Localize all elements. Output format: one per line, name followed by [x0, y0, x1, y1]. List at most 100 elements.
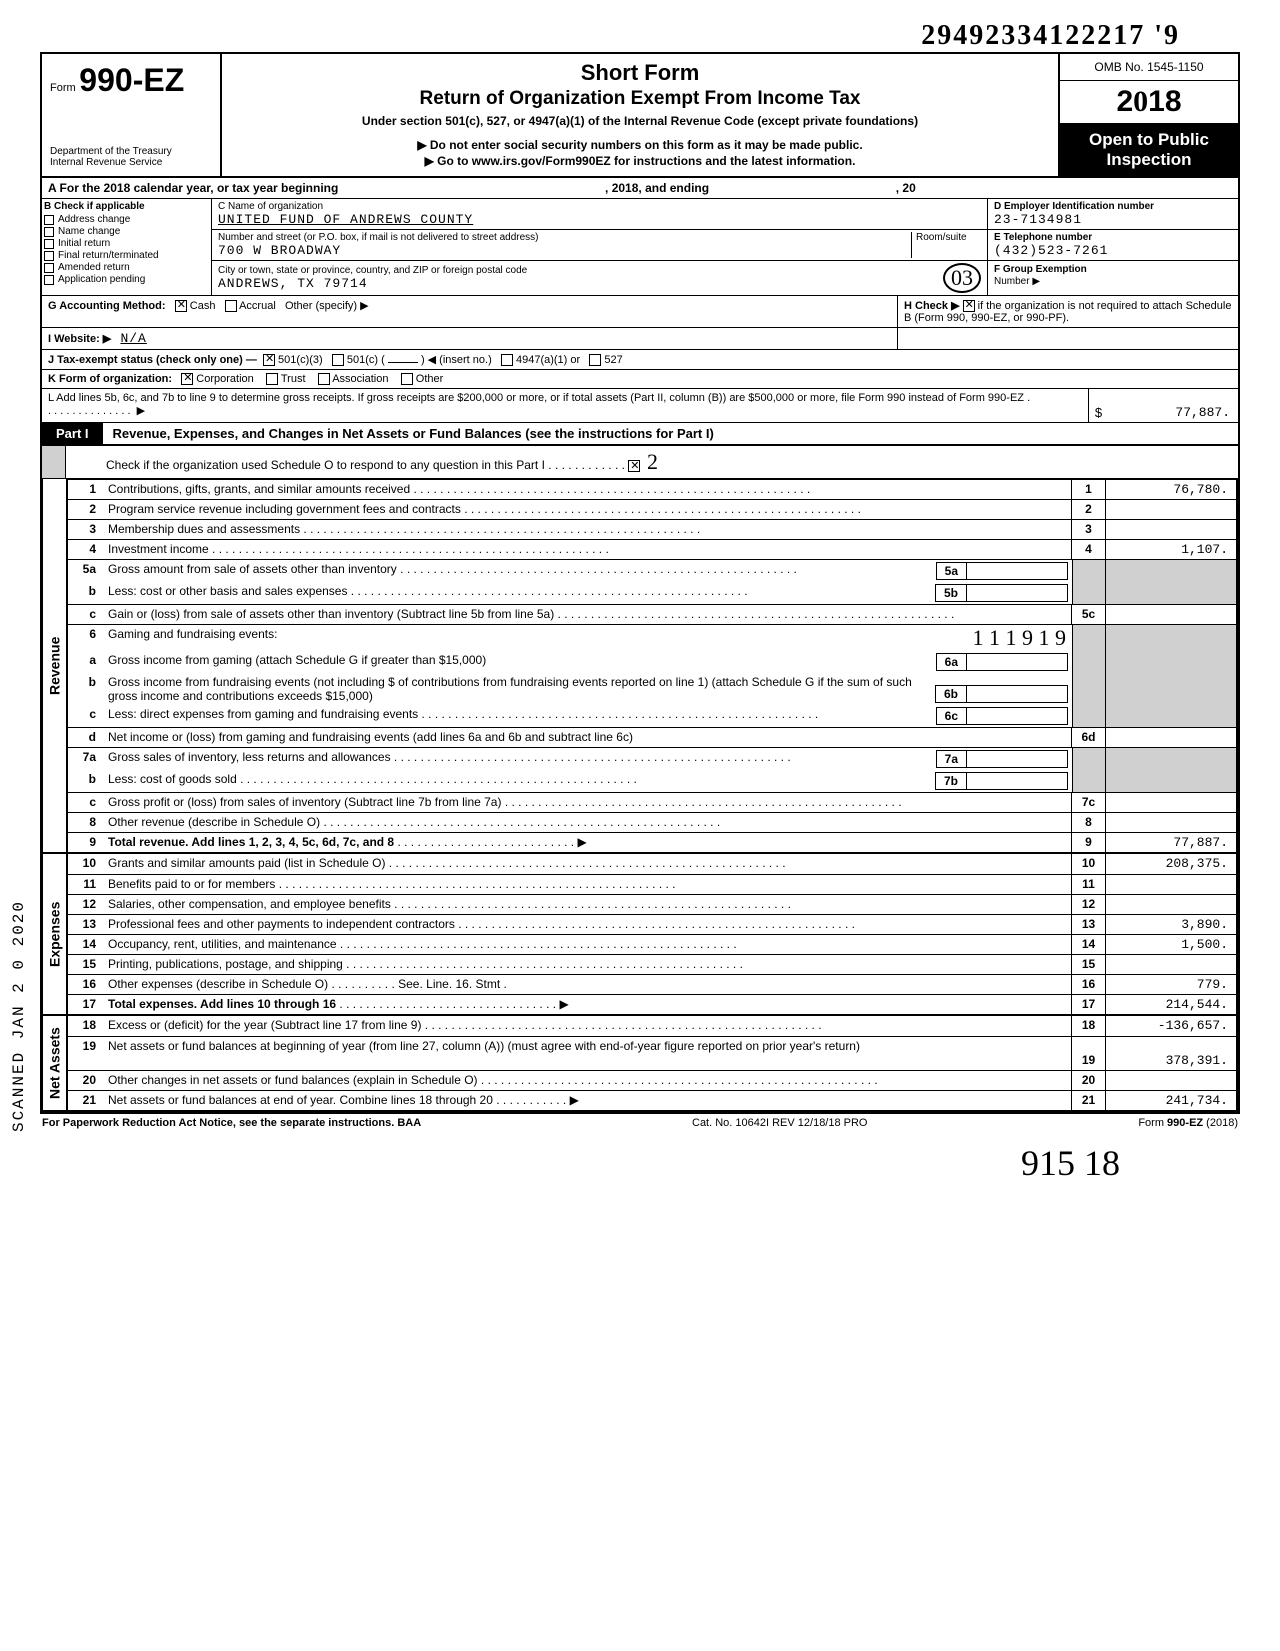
header-right: OMB No. 1545-1150 2018 Open to Public In… — [1058, 54, 1238, 176]
h-cell: H Check ▶ if the organization is not req… — [898, 296, 1238, 327]
line-21: 21 Net assets or fund balances at end of… — [66, 1090, 1238, 1110]
top-handwritten-number: 29492334122217 '9 — [40, 20, 1240, 52]
chk-501c3[interactable] — [263, 354, 275, 366]
g-label: G Accounting Method: — [48, 300, 166, 312]
row-l: L Add lines 5b, 6c, and 7b to line 9 to … — [40, 389, 1240, 423]
line-9: 9 Total revenue. Add lines 1, 2, 3, 4, 5… — [66, 832, 1238, 852]
header-left: Form 990-EZ Department of the Treasury I… — [42, 54, 222, 176]
part1-label: Part I — [42, 423, 103, 444]
expenses-vert-label: Expenses — [42, 854, 66, 1014]
c-name-row: C Name of organization UNITED FUND OF AN… — [212, 199, 987, 230]
hw-03: 03 — [943, 263, 981, 293]
year-text: 2018 — [1116, 85, 1181, 118]
line-2: 2 Program service revenue including gove… — [66, 499, 1238, 519]
amt-1: 76,780. — [1106, 480, 1236, 499]
line-5c: c Gain or (loss) from sale of assets oth… — [66, 604, 1238, 624]
irs: Internal Revenue Service — [50, 157, 212, 168]
line-7c: c Gross profit or (loss) from sales of i… — [66, 792, 1238, 812]
chk-other[interactable] — [401, 373, 413, 385]
l-text: L Add lines 5b, 6c, and 7b to line 9 to … — [48, 392, 1030, 404]
chk-application-pending[interactable]: Application pending — [44, 274, 209, 285]
goto-instr: ▶ Go to www.irs.gov/Form990EZ for instru… — [232, 154, 1048, 168]
part1-title: Revenue, Expenses, and Changes in Net As… — [103, 426, 714, 441]
f-row: F Group Exemption Number ▶ — [988, 261, 1238, 289]
c-addr-row: Number and street (or P.O. box, if mail … — [212, 230, 987, 261]
form-prefix: Form — [50, 82, 76, 94]
part1-check-text: Check if the organization used Schedule … — [106, 458, 545, 472]
line-18: 18 Excess or (deficit) for the year (Sub… — [66, 1016, 1238, 1036]
open-public-badge: Open to Public Inspection — [1060, 124, 1238, 176]
website: N/A — [120, 331, 146, 346]
chk-assoc[interactable] — [318, 373, 330, 385]
amt-21: 241,734. — [1106, 1091, 1236, 1110]
c-city-row: City or town, state or province, country… — [212, 261, 987, 295]
f-label2: Number ▶ — [994, 276, 1040, 287]
ein: 23-7134981 — [994, 212, 1232, 227]
chk-final-return[interactable]: Final return/terminated — [44, 250, 209, 261]
j-label: J Tax-exempt status (check only one) — — [48, 354, 257, 366]
chk-amended-return[interactable]: Amended return — [44, 262, 209, 273]
chk-address-change[interactable]: Address change — [44, 214, 209, 225]
line-11: 11 Benefits paid to or for members 11 — [66, 874, 1238, 894]
row-a: A For the 2018 calendar year, or tax yea… — [40, 178, 1240, 199]
g-cell: G Accounting Method: Cash Accrual Other … — [42, 296, 898, 327]
f-label: F Group Exemption — [994, 264, 1087, 275]
row-j: J Tax-exempt status (check only one) — 5… — [40, 350, 1240, 370]
chk-schedule-o[interactable] — [628, 460, 640, 472]
line-5a: 5a Gross amount from sale of assets othe… — [66, 559, 1238, 582]
line-6c: c Less: direct expenses from gaming and … — [66, 705, 1238, 727]
k-label: K Form of organization: — [48, 373, 172, 385]
section-bcdef: B Check if applicable Address change Nam… — [40, 199, 1240, 296]
chk-trust[interactable] — [266, 373, 278, 385]
chk-4947[interactable] — [501, 354, 513, 366]
hw-2: 2 — [647, 449, 658, 475]
revenue-section: Revenue 1 Contributions, gifts, grants, … — [40, 479, 1240, 852]
line-1: 1 Contributions, gifts, grants, and simi… — [66, 479, 1238, 499]
l-dollar: $ — [1088, 389, 1108, 422]
row-i: I Website: ▶ N/A — [40, 328, 1240, 350]
amt-14: 1,500. — [1106, 935, 1236, 954]
hw-bottom: 915 18 — [40, 1142, 1240, 1184]
line-7a: 7a Gross sales of inventory, less return… — [66, 747, 1238, 770]
line-8: 8 Other revenue (describe in Schedule O)… — [66, 812, 1238, 832]
footer: For Paperwork Reduction Act Notice, see … — [40, 1112, 1240, 1132]
h-label: H Check ▶ — [904, 300, 960, 312]
line-6: 6 Gaming and fundraising events: 1 1 1 9… — [66, 624, 1238, 651]
chk-501c[interactable] — [332, 354, 344, 366]
chk-accrual[interactable] — [225, 300, 237, 312]
part1-check-row: Check if the organization used Schedule … — [40, 446, 1240, 479]
d-label: D Employer Identification number — [994, 201, 1232, 212]
c-city-label: City or town, state or province, country… — [218, 265, 943, 276]
form-number: 990-EZ — [79, 62, 184, 98]
org-city: ANDREWS, TX 79714 — [218, 276, 943, 291]
tax-year: 2018 — [1060, 81, 1238, 124]
row-a-mid: , 2018, and ending — [605, 181, 709, 195]
line-4: 4 Investment income 4 1,107. — [66, 539, 1238, 559]
amt-4: 1,107. — [1106, 540, 1236, 559]
dept-treasury: Department of the Treasury — [50, 146, 212, 157]
line-10: 10 Grants and similar amounts paid (list… — [66, 854, 1238, 874]
chk-initial-return[interactable]: Initial return — [44, 238, 209, 249]
telephone: (432)523-7261 — [994, 243, 1232, 258]
chk-527[interactable] — [589, 354, 601, 366]
chk-name-change[interactable]: Name change — [44, 226, 209, 237]
scanned-stamp: SCANNED JAN 2 0 2020 — [10, 900, 28, 1132]
chk-cash[interactable] — [175, 300, 187, 312]
row-a-label: A For the 2018 calendar year, or tax yea… — [48, 181, 338, 195]
amt-10: 208,375. — [1106, 854, 1236, 874]
line-14: 14 Occupancy, rent, utilities, and maint… — [66, 934, 1238, 954]
line-16: 16 Other expenses (describe in Schedule … — [66, 974, 1238, 994]
line-6a: a Gross income from gaming (attach Sched… — [66, 651, 1238, 673]
amt-17: 214,544. — [1106, 995, 1236, 1014]
omb-number: OMB No. 1545-1150 — [1060, 54, 1238, 81]
amt-9: 77,887. — [1106, 833, 1236, 852]
form-header: Form 990-EZ Department of the Treasury I… — [40, 52, 1240, 178]
expenses-section: Expenses 10 Grants and similar amounts p… — [40, 852, 1240, 1014]
col-def: D Employer Identification number 23-7134… — [988, 199, 1238, 295]
amt-13: 3,890. — [1106, 915, 1236, 934]
line-6b: b Gross income from fundraising events (… — [66, 673, 1238, 705]
chk-corp[interactable] — [181, 373, 193, 385]
col-c: C Name of organization UNITED FUND OF AN… — [212, 199, 988, 295]
b-label: B Check if applicable — [44, 201, 209, 212]
chk-h[interactable] — [963, 300, 975, 312]
